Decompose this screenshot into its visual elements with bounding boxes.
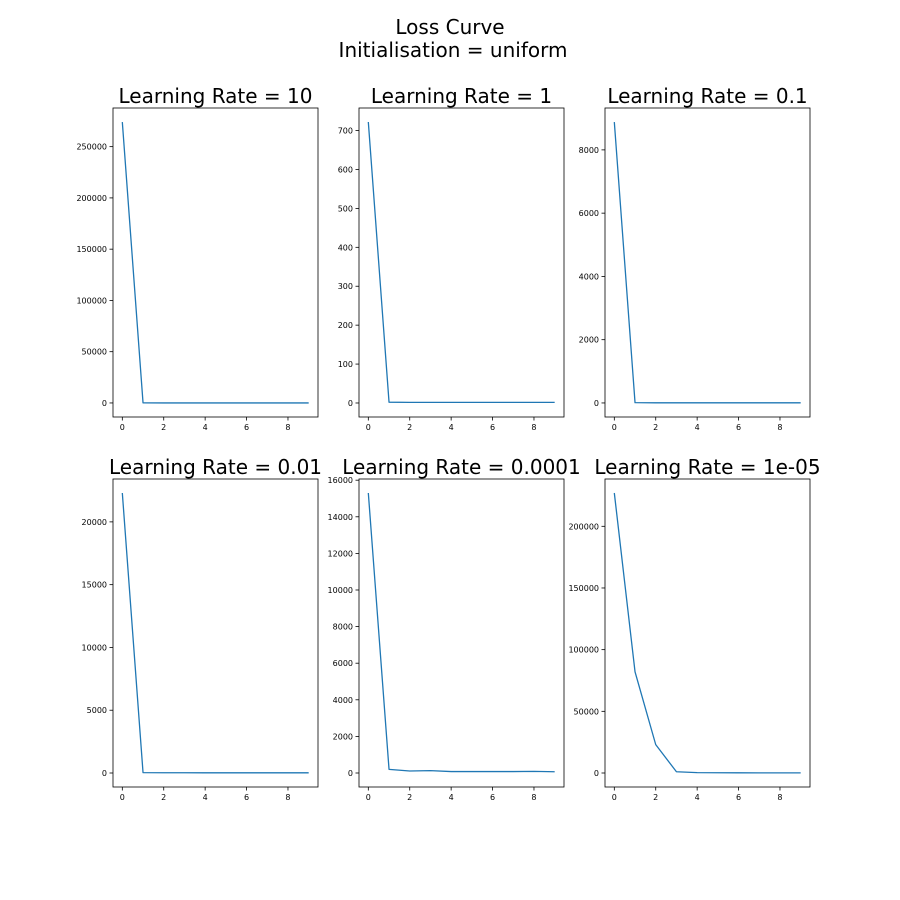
y-tick-label: 200000 (76, 194, 107, 203)
y-tick-label: 250000 (76, 143, 107, 152)
x-tick-label: 4 (695, 793, 700, 802)
y-tick-label: 15000 (82, 581, 107, 590)
y-tick-label: 16000 (328, 476, 353, 485)
y-tick-label: 100000 (568, 646, 599, 655)
loss-series-line (367, 121, 555, 404)
x-tick-label: 8 (285, 423, 290, 432)
x-tick-label: 0 (120, 423, 125, 432)
x-tick-label: 8 (777, 423, 782, 432)
figure-subtitle: Initialisation = uniform (339, 38, 568, 62)
y-tick-label: 12000 (328, 549, 353, 558)
x-tick-label: 4 (695, 423, 700, 432)
subplot-title: Learning Rate = 0.01 (109, 455, 322, 479)
y-tick-label: 8000 (579, 146, 599, 155)
axes-frame (604, 107, 811, 418)
y-tick-label: 4000 (333, 696, 353, 705)
x-tick-label: 4 (449, 423, 454, 432)
subplot-title: Learning Rate = 1 (371, 84, 552, 108)
x-tick-label: 4 (203, 423, 208, 432)
x-tick-label: 2 (407, 423, 412, 432)
x-tick-label: 8 (777, 793, 782, 802)
subplot-1: Learning Rate = 10 0 2 4 6 8 0 50000 100000 15000… (76, 84, 319, 432)
y-tick-label: 50000 (82, 348, 107, 357)
axes-frame (112, 478, 319, 788)
y-tick-label: 300 (338, 282, 353, 291)
axes-frame (358, 107, 565, 418)
y-tick-label: 400 (338, 243, 353, 252)
x-tick-label: 0 (366, 793, 371, 802)
y-tick-label: 0 (102, 769, 107, 778)
y-tick-label: 600 (338, 165, 353, 174)
loss-series-line (121, 492, 309, 774)
x-tick-label: 0 (612, 423, 617, 432)
y-tick-label: 14000 (328, 513, 353, 522)
subplot-title: Learning Rate = 1e-05 (594, 455, 820, 479)
subplot-3: Learning Rate = 0.1 0 2 4 6 8 0 2000 4000 6000 800… (579, 84, 811, 432)
y-tick-label: 2000 (579, 336, 599, 345)
x-tick-label: 0 (366, 423, 371, 432)
y-tick-label: 10000 (328, 586, 353, 595)
y-tick-label: 10000 (82, 643, 107, 652)
y-tick-label: 200000 (568, 522, 599, 531)
subplot-6: Learning Rate = 1e-05 0 2 4 6 8 0 50000 100000 15… (568, 455, 820, 802)
y-tick-label: 0 (348, 399, 353, 408)
x-tick-label: 2 (653, 423, 658, 432)
x-tick-label: 6 (244, 423, 249, 432)
x-tick-label: 0 (120, 793, 125, 802)
subplot-4: Learning Rate = 0.01 0 2 4 6 8 0 5000 10000 15000… (82, 455, 322, 802)
y-tick-label: 150000 (76, 245, 107, 254)
y-tick-label: 20000 (82, 518, 107, 527)
x-tick-label: 6 (244, 793, 249, 802)
axes-frame (112, 107, 319, 418)
x-tick-label: 0 (612, 793, 617, 802)
y-tick-label: 100 (338, 360, 353, 369)
y-tick-label: 6000 (579, 209, 599, 218)
y-tick-label: 50000 (574, 707, 599, 716)
y-tick-label: 150000 (568, 584, 599, 593)
subplot-grid: Learning Rate = 100 2 4 6 805000010000015000… (76, 84, 820, 802)
y-tick-label: 4000 (579, 272, 599, 281)
y-tick-label: 0 (102, 399, 107, 408)
subplot-2: Learning Rate = 1 0 2 4 6 8 0 100 200 300 400 500 60… (338, 84, 565, 432)
subplot-title: Learning Rate = 10 (119, 84, 313, 108)
y-tick-label: 8000 (333, 623, 353, 632)
y-tick-label: 0 (594, 769, 599, 778)
y-tick-label: 6000 (333, 659, 353, 668)
x-tick-label: 6 (736, 423, 741, 432)
y-tick-label: 700 (338, 127, 353, 136)
x-tick-label: 6 (490, 423, 495, 432)
x-tick-label: 4 (449, 793, 454, 802)
x-tick-label: 2 (407, 793, 412, 802)
x-tick-label: 4 (203, 793, 208, 802)
axes-frame (358, 478, 565, 788)
loss-series-line (613, 492, 801, 774)
x-tick-label: 2 (653, 793, 658, 802)
x-tick-label: 6 (490, 793, 495, 802)
loss-series-line (121, 122, 309, 404)
y-tick-label: 200 (338, 321, 353, 330)
y-tick-label: 0 (594, 399, 599, 408)
x-tick-label: 2 (161, 423, 166, 432)
subplot-5: Learning Rate = 0.0001 0 2 4 6 8 0 2000 4000 6000… (328, 455, 581, 802)
x-tick-label: 8 (531, 423, 536, 432)
subplot-title: Learning Rate = 0.0001 (342, 455, 581, 479)
loss-series-line (367, 492, 555, 773)
x-tick-label: 8 (285, 793, 290, 802)
y-tick-label: 5000 (87, 706, 107, 715)
x-tick-label: 2 (161, 793, 166, 802)
y-tick-label: 500 (338, 204, 353, 213)
y-tick-label: 0 (348, 769, 353, 778)
loss-series-line (613, 122, 801, 404)
axes-frame (604, 478, 811, 788)
subplot-title: Learning Rate = 0.1 (607, 84, 807, 108)
x-tick-label: 8 (531, 793, 536, 802)
figure-title: Loss Curve (395, 15, 504, 39)
y-tick-label: 100000 (76, 296, 107, 305)
y-tick-label: 2000 (333, 732, 353, 741)
x-tick-label: 6 (736, 793, 741, 802)
